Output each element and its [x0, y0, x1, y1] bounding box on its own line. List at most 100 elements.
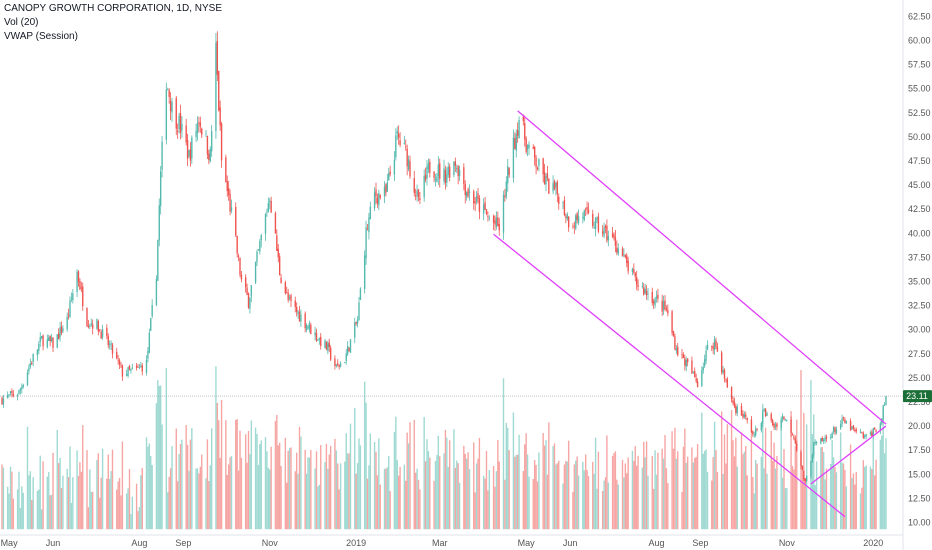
volume-bar — [100, 477, 102, 530]
candle-body — [167, 88, 169, 90]
volume-bar — [504, 479, 506, 530]
candle-body — [140, 365, 142, 367]
volume-bar — [572, 491, 574, 530]
candle-body — [270, 200, 272, 213]
candle-body — [885, 396, 887, 406]
time-axis[interactable]: May Jun Aug Sep Nov 2019 Mar May Jun Aug Sep Nov 202… — [1, 538, 884, 548]
volume-bar — [644, 457, 646, 530]
volume-bar — [416, 468, 418, 530]
y-tick-label: 35.00 — [908, 276, 931, 286]
volume-bar — [106, 478, 108, 530]
candle-body — [219, 107, 221, 126]
volume-bar — [616, 479, 618, 530]
volume-bar — [879, 439, 882, 530]
channel-line-lower[interactable] — [493, 233, 846, 518]
candle-body — [682, 354, 685, 359]
channel-line-support[interactable] — [810, 425, 887, 485]
candle-body — [694, 371, 696, 378]
volume-bar — [763, 468, 765, 530]
candle-body — [307, 327, 309, 328]
y-tick-label: 27.50 — [908, 349, 931, 359]
volume-bar — [140, 475, 142, 530]
volume-bar — [526, 454, 529, 530]
volume-bar — [368, 465, 370, 530]
candle-body — [672, 331, 675, 337]
volume-bar — [810, 380, 812, 530]
candle-body — [444, 170, 447, 183]
candle-body — [226, 181, 228, 191]
volume-bar — [754, 459, 757, 530]
y-tick-label: 30.00 — [908, 325, 931, 335]
candle-body — [386, 182, 389, 192]
candle-body — [294, 300, 296, 307]
volume-bar — [118, 477, 121, 530]
volume-bar — [603, 480, 605, 530]
candle-body — [2, 398, 5, 405]
candle-body — [824, 437, 826, 441]
volume-bar — [841, 462, 843, 530]
volume-bar — [48, 472, 50, 530]
candle-body — [624, 254, 627, 257]
candle-body — [854, 429, 856, 431]
volume-bar — [723, 434, 726, 530]
volume-bar — [181, 439, 183, 530]
volume-bar — [226, 474, 228, 530]
candle-body — [657, 294, 659, 299]
vwap-indicator-label[interactable]: VWAP (Session) — [4, 31, 78, 42]
y-tick-label: 60.00 — [908, 35, 931, 45]
volume-bar — [478, 437, 481, 530]
volume-indicator-label[interactable]: Vol (20) — [4, 17, 39, 28]
candle-body — [654, 298, 656, 306]
price-axis[interactable]: 62.50 60.00 57.50 55.00 52.50 50.00 47.50 45.00… — [908, 11, 931, 527]
candle-body — [121, 365, 124, 377]
candle-body — [159, 171, 162, 206]
volume-bar — [328, 454, 330, 530]
volume-bar — [567, 440, 570, 530]
candle-body — [533, 146, 536, 158]
volume-bar — [406, 432, 408, 530]
volume-bar — [19, 508, 22, 530]
candle-body — [465, 192, 468, 197]
y-tick-label: 15.00 — [908, 469, 931, 479]
volume-bar — [516, 454, 519, 530]
volume-bar — [473, 442, 475, 530]
candle-body — [764, 408, 767, 417]
candle-body — [235, 206, 237, 236]
candle-body — [711, 345, 713, 347]
candle-body — [781, 416, 784, 420]
symbol-title[interactable]: CANOPY GROWTH CORPORATION, 1D, NYSE — [4, 3, 222, 14]
x-tick-label: Aug — [131, 538, 147, 548]
volume-bar — [419, 489, 421, 530]
candle-body — [191, 137, 193, 159]
candle-body — [675, 348, 678, 351]
volume-bar — [814, 485, 816, 530]
volume-bar — [502, 378, 505, 530]
candle-body — [592, 213, 594, 227]
candle-body — [171, 101, 173, 113]
candle-body — [416, 190, 418, 196]
volume-bar — [254, 427, 257, 530]
candle-body — [145, 359, 148, 373]
volume-bar — [423, 416, 425, 530]
candle-body — [746, 418, 748, 420]
volume-bar — [191, 428, 193, 530]
volume-bar — [771, 460, 774, 530]
candle-body — [315, 332, 318, 341]
volume-bar — [645, 441, 648, 530]
volume-bar — [329, 445, 332, 530]
candle-body — [437, 164, 440, 177]
candle-body — [467, 189, 469, 196]
volume-bar — [101, 448, 104, 530]
channel-line-upper[interactable] — [517, 110, 887, 425]
candle-body — [287, 292, 289, 301]
candle-body — [151, 304, 153, 317]
candle-body — [839, 424, 842, 429]
channel-lines[interactable] — [493, 110, 887, 518]
volume-bar — [475, 463, 478, 530]
candle-body — [706, 344, 709, 350]
y-tick-label: 32.50 — [908, 301, 931, 311]
volume-bar — [107, 454, 109, 530]
candle-body — [110, 343, 112, 345]
candle-body — [794, 438, 797, 444]
